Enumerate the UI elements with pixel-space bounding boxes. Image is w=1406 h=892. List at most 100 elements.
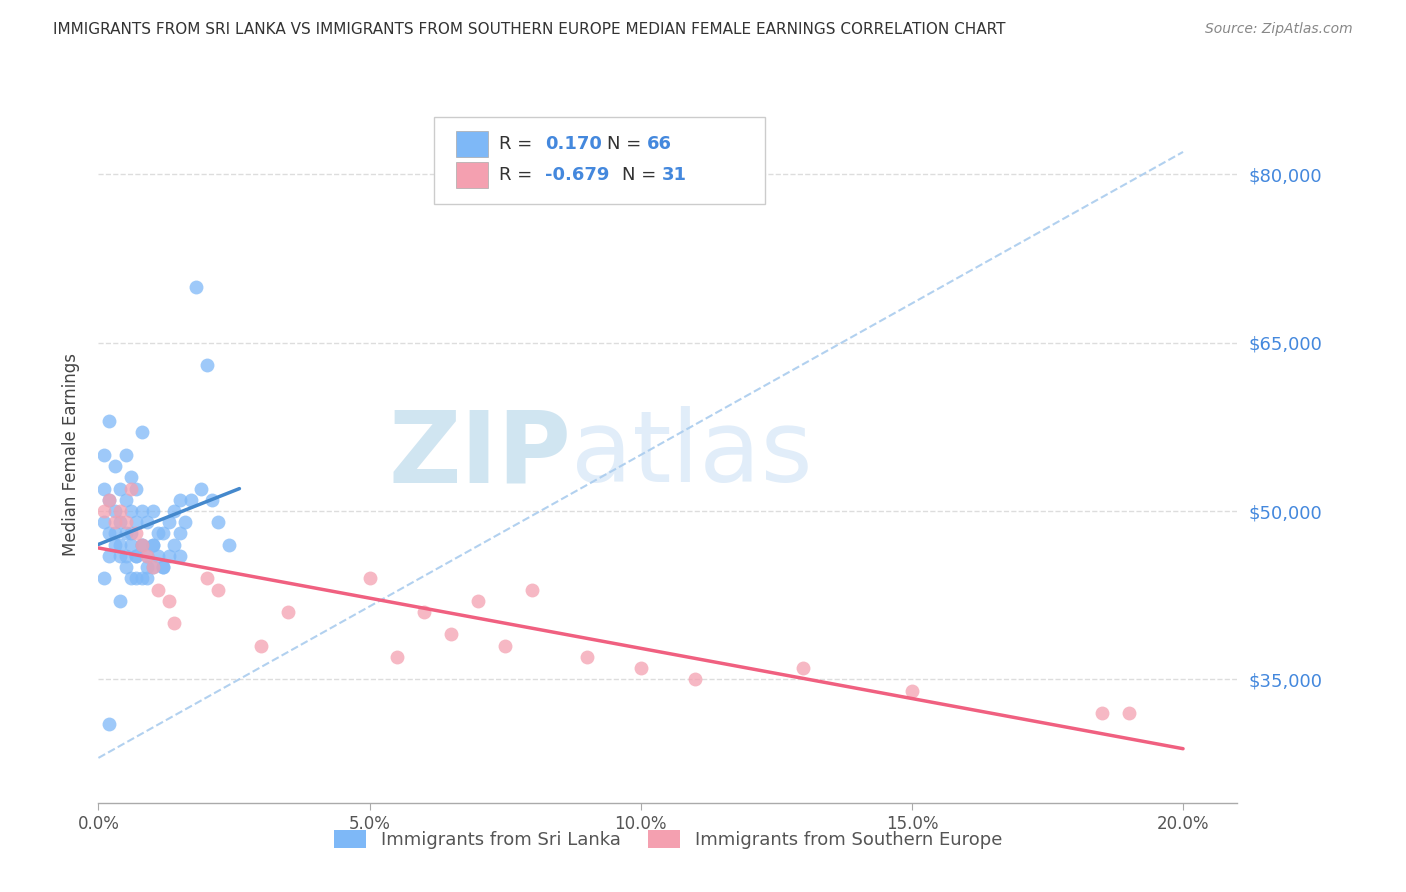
Point: [218, 538, 240, 552]
Point: [467, 594, 489, 608]
Point: [792, 661, 814, 675]
Text: N =: N =: [623, 166, 662, 185]
Point: [142, 538, 165, 552]
Point: [157, 515, 180, 529]
Point: [120, 526, 142, 541]
Point: [180, 492, 202, 507]
Bar: [456, 131, 488, 157]
Point: [98, 717, 121, 731]
Text: Source: ZipAtlas.com: Source: ZipAtlas.com: [1205, 22, 1353, 37]
Point: [131, 538, 153, 552]
Point: [93, 571, 115, 585]
Point: [575, 649, 598, 664]
Point: [125, 526, 148, 541]
Point: [174, 515, 197, 529]
Point: [93, 482, 115, 496]
Text: R =: R =: [499, 166, 538, 185]
Point: [108, 538, 131, 552]
Point: [494, 639, 516, 653]
Point: [142, 560, 165, 574]
Text: 0.170: 0.170: [546, 135, 602, 153]
Point: [522, 582, 544, 597]
Point: [385, 649, 408, 664]
Bar: [456, 162, 488, 188]
Point: [93, 504, 115, 518]
Text: ZIP: ZIP: [388, 407, 571, 503]
Point: [157, 549, 180, 563]
Point: [120, 504, 142, 518]
Legend: Immigrants from Sri Lanka, Immigrants from Southern Europe: Immigrants from Sri Lanka, Immigrants fr…: [326, 822, 1010, 856]
Text: N =: N =: [607, 135, 648, 153]
Point: [120, 538, 142, 552]
Point: [1091, 706, 1114, 720]
Point: [359, 571, 381, 585]
Point: [98, 549, 121, 563]
Text: R =: R =: [499, 135, 538, 153]
Point: [104, 538, 127, 552]
Point: [163, 616, 186, 631]
Point: [277, 605, 299, 619]
Point: [114, 515, 136, 529]
Point: [131, 538, 153, 552]
Point: [195, 571, 218, 585]
Point: [901, 683, 924, 698]
Point: [131, 538, 153, 552]
Point: [98, 414, 121, 428]
Point: [190, 482, 212, 496]
Point: [412, 605, 434, 619]
Point: [125, 571, 148, 585]
Point: [125, 549, 148, 563]
Point: [104, 526, 127, 541]
Point: [146, 526, 169, 541]
Point: [93, 448, 115, 462]
Point: [125, 549, 148, 563]
Point: [108, 482, 131, 496]
Point: [104, 459, 127, 474]
Point: [136, 549, 159, 563]
Point: [136, 515, 159, 529]
Point: [104, 504, 127, 518]
FancyBboxPatch shape: [434, 118, 765, 204]
Point: [136, 549, 159, 563]
Point: [142, 560, 165, 574]
Point: [98, 492, 121, 507]
Point: [440, 627, 463, 641]
Text: atlas: atlas: [571, 407, 813, 503]
Point: [146, 582, 169, 597]
Point: [114, 549, 136, 563]
Text: IMMIGRANTS FROM SRI LANKA VS IMMIGRANTS FROM SOUTHERN EUROPE MEDIAN FEMALE EARNI: IMMIGRANTS FROM SRI LANKA VS IMMIGRANTS …: [53, 22, 1005, 37]
Point: [108, 549, 131, 563]
Point: [250, 639, 273, 653]
Point: [98, 526, 121, 541]
Point: [157, 594, 180, 608]
Point: [630, 661, 652, 675]
Point: [131, 571, 153, 585]
Point: [207, 582, 229, 597]
Point: [120, 470, 142, 484]
Point: [131, 425, 153, 440]
Point: [142, 538, 165, 552]
Point: [108, 515, 131, 529]
Point: [114, 560, 136, 574]
Point: [683, 673, 706, 687]
Point: [136, 560, 159, 574]
Point: [104, 515, 127, 529]
Point: [152, 526, 174, 541]
Point: [152, 560, 174, 574]
Y-axis label: Median Female Earnings: Median Female Earnings: [62, 353, 80, 557]
Point: [131, 504, 153, 518]
Point: [114, 492, 136, 507]
Point: [163, 504, 186, 518]
Point: [98, 492, 121, 507]
Text: -0.679: -0.679: [546, 166, 609, 185]
Point: [108, 504, 131, 518]
Point: [146, 549, 169, 563]
Point: [201, 492, 224, 507]
Point: [1118, 706, 1140, 720]
Point: [136, 571, 159, 585]
Point: [120, 571, 142, 585]
Point: [114, 448, 136, 462]
Point: [184, 279, 207, 293]
Point: [142, 504, 165, 518]
Point: [163, 538, 186, 552]
